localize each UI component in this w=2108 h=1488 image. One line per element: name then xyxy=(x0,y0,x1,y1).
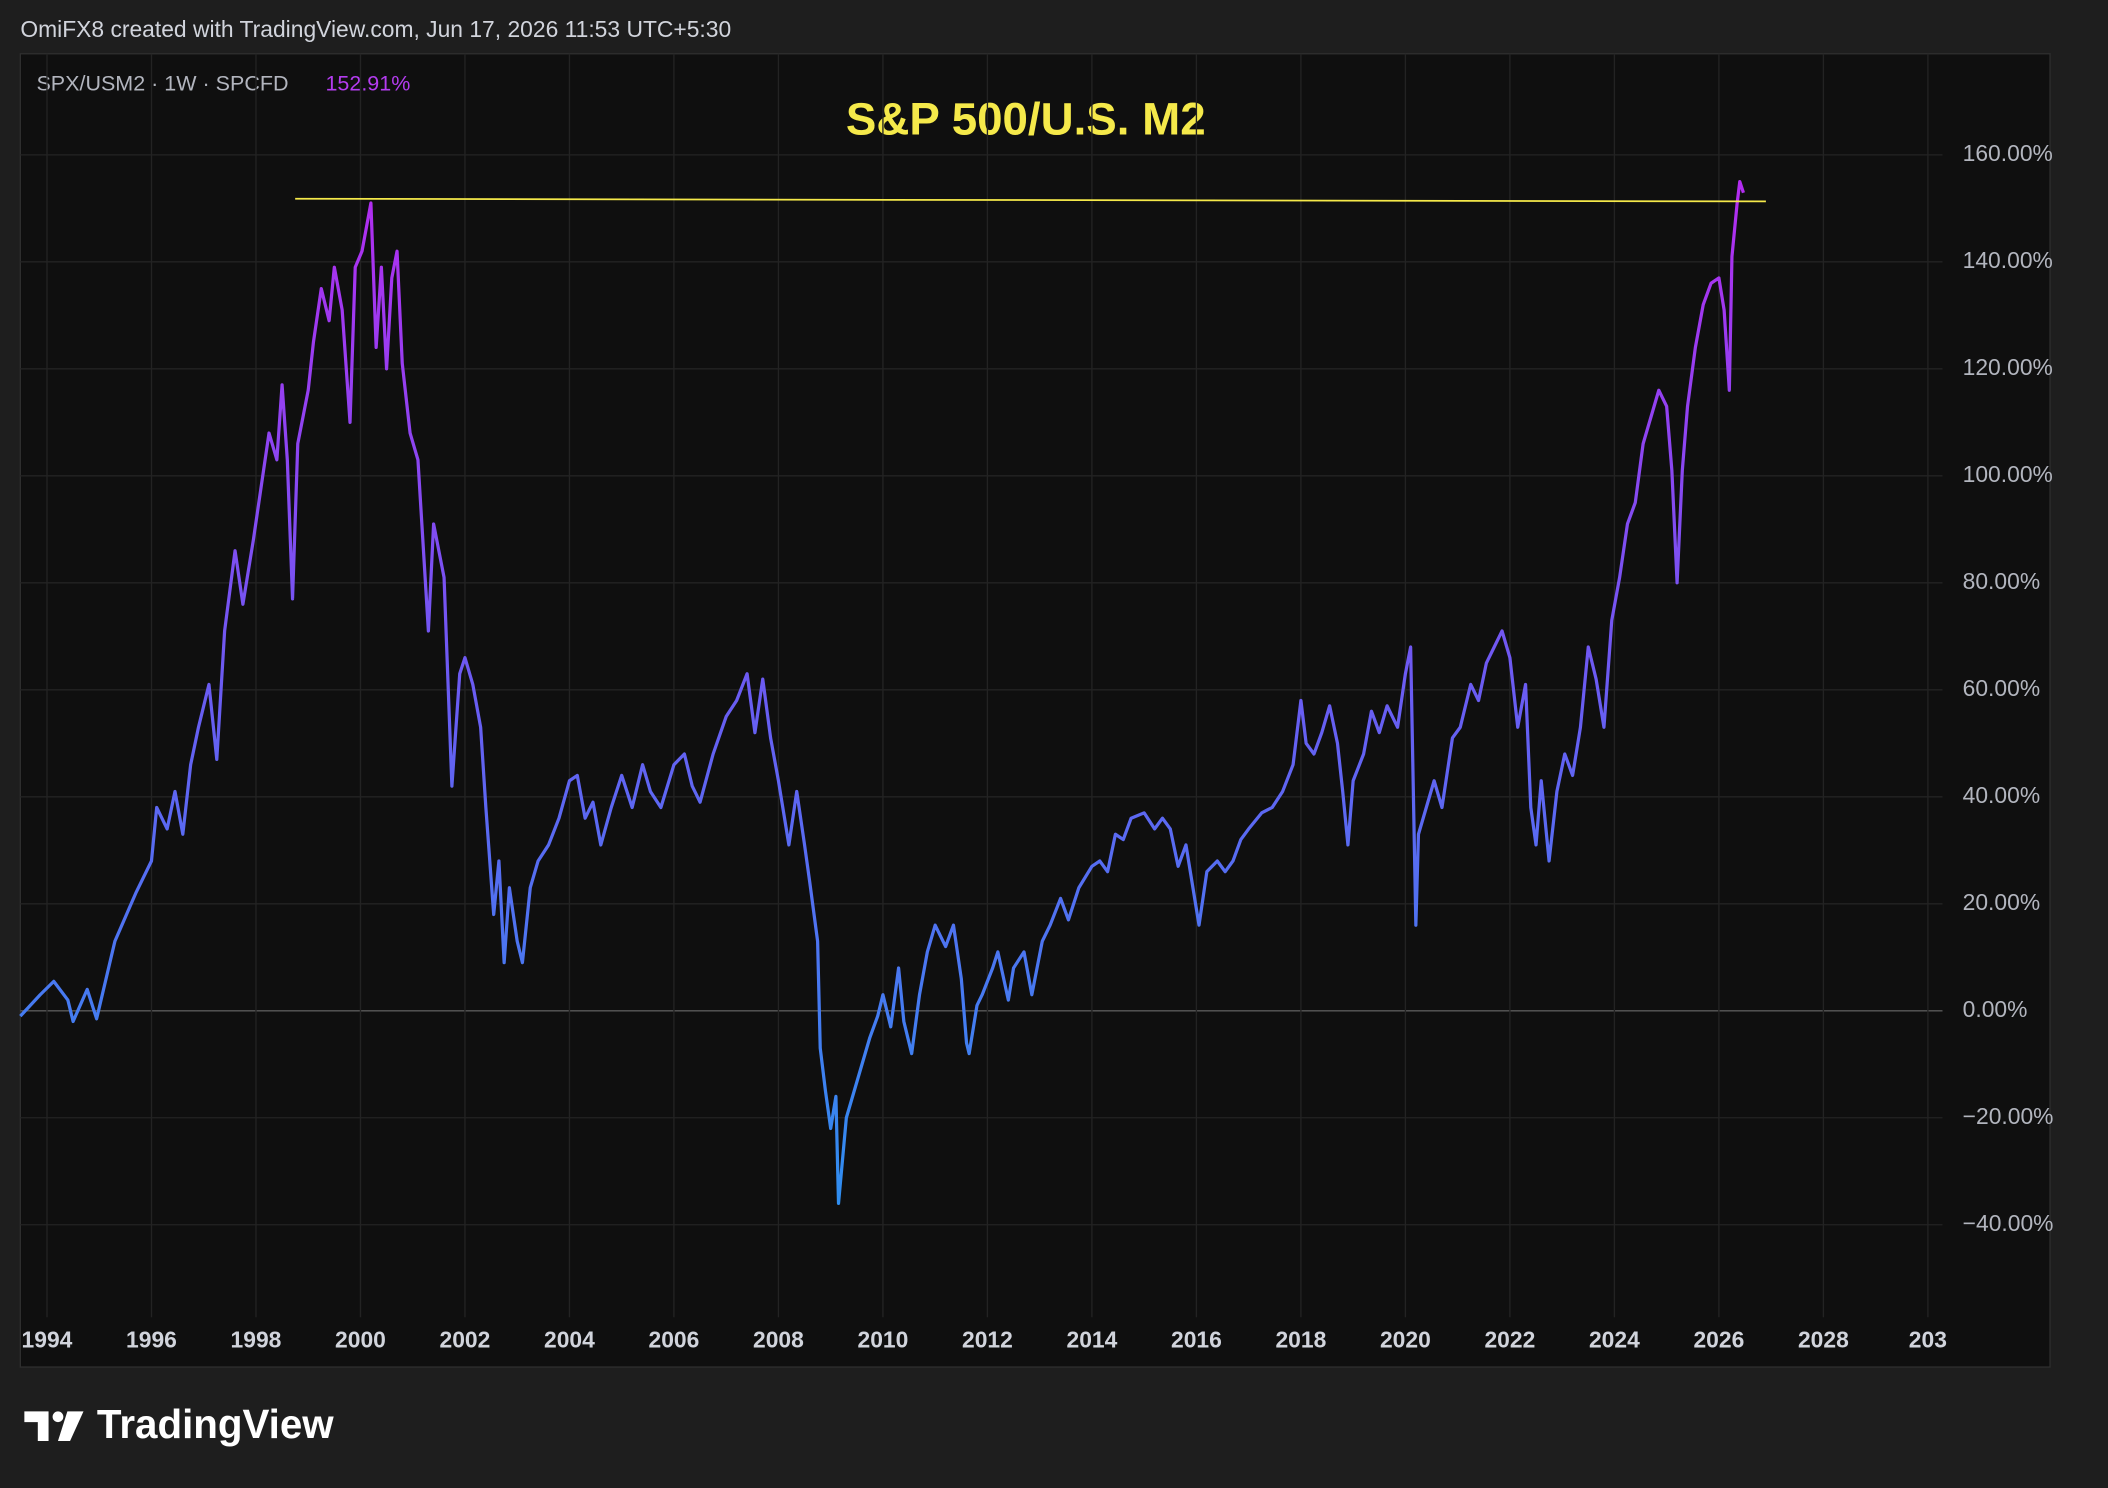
x-tick-label: 2014 xyxy=(1067,1327,1118,1353)
x-tick-label: 2000 xyxy=(335,1327,386,1353)
x-tick-label: 2018 xyxy=(1275,1327,1326,1353)
y-tick-label: 100.00% xyxy=(1963,461,2053,487)
symbol-legend: SPX/USM2 · 1W · SPCFD xyxy=(36,71,288,95)
y-tick-label: −20.00% xyxy=(1963,1103,2054,1129)
attribution: OmiFX8 created with TradingView.com, Jun… xyxy=(20,16,731,42)
x-tick-label: 2008 xyxy=(753,1327,804,1353)
x-tick-label: 2010 xyxy=(858,1327,909,1353)
price-line xyxy=(19,179,1745,1205)
x-tick-label: 2026 xyxy=(1693,1327,1744,1353)
chart-title: S&P 500/U.S. M2 xyxy=(846,93,1206,144)
y-tick-label: 120.00% xyxy=(1963,354,2053,380)
x-tick-label: 2016 xyxy=(1171,1327,1222,1353)
x-tick-label: 2004 xyxy=(544,1327,595,1353)
x-tick-label: 2028 xyxy=(1798,1327,1849,1353)
y-tick-label: 0.00% xyxy=(1963,996,2028,1022)
x-tick-label: 1994 xyxy=(22,1327,73,1353)
brand-logo xyxy=(24,1411,84,1441)
chart-panel xyxy=(19,53,2051,1368)
y-tick-label: 60.00% xyxy=(1963,675,2040,701)
y-tick-label: 160.00% xyxy=(1963,140,2053,166)
trend-line xyxy=(295,197,1766,203)
y-tick-label: 80.00% xyxy=(1963,568,2040,594)
brand-name: TradingView xyxy=(97,1401,334,1447)
y-tick-label: 140.00% xyxy=(1963,247,2053,273)
x-tick-label: 1996 xyxy=(126,1327,177,1353)
x-tick-label: 2024 xyxy=(1589,1327,1640,1353)
x-tick-label: 2006 xyxy=(649,1327,700,1353)
plot: −40.00% −20.00% 0.00% 20.00% 40.00% 60.00% 80.… xyxy=(19,53,2054,1353)
last-value: 152.91% xyxy=(325,71,410,95)
x-tick-label: 1998 xyxy=(231,1327,282,1353)
x-tick-label: 2012 xyxy=(962,1327,1013,1353)
y-tick-label: 20.00% xyxy=(1963,889,2040,915)
x-tick-label: 203 xyxy=(1909,1327,1947,1353)
y-tick-label: −40.00% xyxy=(1963,1210,2054,1236)
x-tick-label: 2002 xyxy=(440,1327,491,1353)
x-tick-label: 2020 xyxy=(1380,1327,1431,1353)
x-tick-label: 2022 xyxy=(1484,1327,1535,1353)
y-tick-label: 40.00% xyxy=(1963,782,2040,808)
